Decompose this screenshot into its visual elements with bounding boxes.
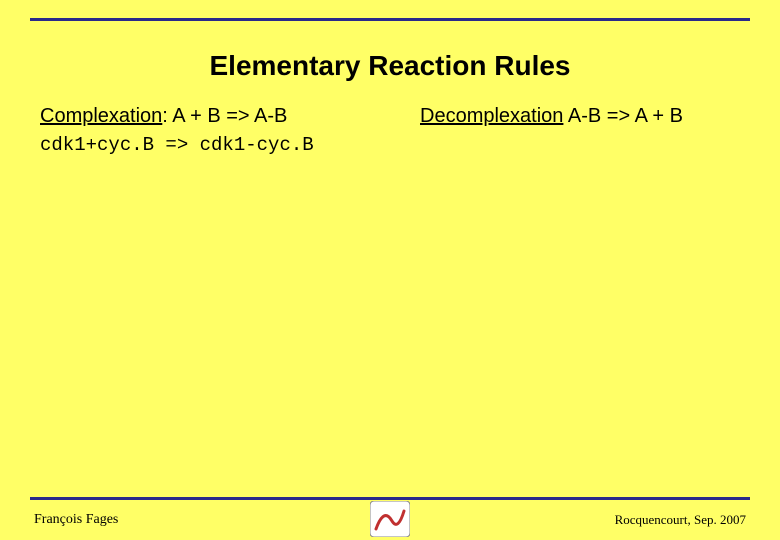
- decomplexation-rule-rest: A-B => A + B: [563, 105, 683, 127]
- footer-venue: Rocquencourt, Sep. 2007: [615, 512, 746, 528]
- inria-logo-icon: [370, 501, 410, 537]
- rules-row: Complexation: A + B => A-B cdk1+cyc.B =>…: [40, 105, 740, 156]
- complexation-column: Complexation: A + B => A-B cdk1+cyc.B =>…: [40, 105, 360, 156]
- footer-author: François Fages: [34, 512, 118, 528]
- complexation-rule: Complexation: A + B => A-B: [40, 105, 360, 128]
- top-separator: [30, 18, 750, 21]
- decomplexation-column: Decomplexation A-B => A + B: [420, 105, 740, 156]
- slide-title: Elementary Reaction Rules: [0, 50, 780, 82]
- complexation-label: Complexation: [40, 105, 162, 127]
- bottom-separator: [30, 497, 750, 500]
- slide-body: Complexation: A + B => A-B cdk1+cyc.B =>…: [40, 105, 740, 156]
- complexation-example: cdk1+cyc.B => cdk1-cyc.B: [40, 134, 360, 156]
- complexation-rule-rest: : A + B => A-B: [162, 105, 287, 127]
- decomplexation-rule: Decomplexation A-B => A + B: [420, 105, 740, 128]
- decomplexation-label: Decomplexation: [420, 105, 563, 127]
